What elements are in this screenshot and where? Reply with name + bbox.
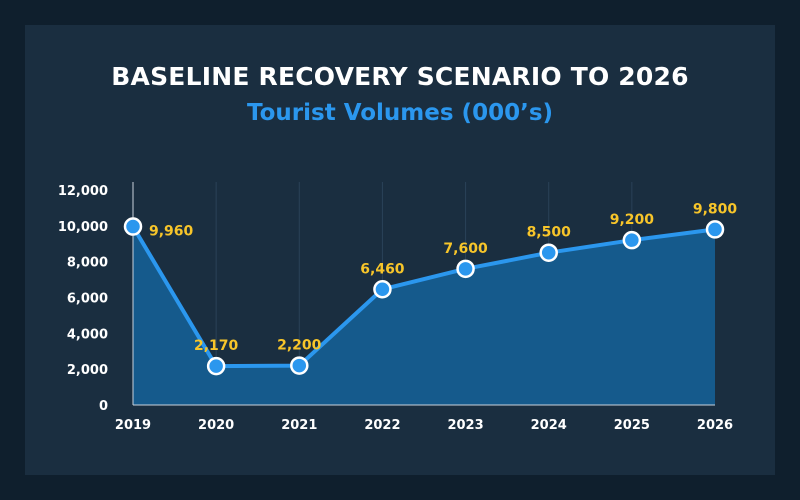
data-label-2023: 7,600: [443, 241, 488, 257]
y-tick-label-1: 2,000: [67, 363, 108, 378]
data-label-2022: 6,460: [360, 261, 405, 277]
data-point-2026: [705, 220, 725, 239]
data-point-2020: [206, 356, 226, 376]
data-label-2020: 2,170: [194, 338, 239, 354]
y-tick-label-6: 12,000: [58, 184, 108, 199]
data-labels: 9,960 2,170 2,200 6,460 7,600 8,500 9,200 9,800: [149, 201, 737, 354]
x-tick-label-2024: 2024: [531, 418, 567, 433]
data-label-2024: 8,500: [527, 225, 572, 241]
chart-subtitle: Tourist Volumes (000’s): [246, 100, 554, 126]
series-line-group: [131, 225, 716, 369]
x-tick-label-2025: 2025: [614, 418, 650, 433]
y-tick-label-4: 8,000: [67, 256, 108, 271]
data-point-2024: [539, 243, 558, 262]
y-tick-labels: 0 2,000 4,000 6,000 8,000 10,000 12,000: [58, 184, 108, 414]
data-label-2025: 9,200: [610, 212, 655, 228]
data-point-2025: [622, 230, 642, 250]
y-tick-label-3: 6,000: [67, 292, 108, 307]
data-label-2021: 2,200: [277, 338, 322, 354]
chart-title: BASELINE RECOVERY SCENARIO TO 2026: [111, 62, 689, 91]
x-tick-label-2026: 2026: [697, 418, 733, 433]
series-line: [131, 225, 716, 369]
data-point-2021: [290, 356, 309, 375]
x-tick-label-2021: 2021: [281, 418, 317, 433]
x-tick-label-2020: 2020: [198, 418, 234, 433]
x-tick-label-2019: 2019: [115, 418, 151, 433]
data-point-2022: [373, 280, 392, 299]
data-label-2019: 9,960: [149, 224, 194, 240]
data-point-2019: [123, 217, 143, 236]
data-points: [123, 217, 725, 376]
x-tick-label-2022: 2022: [364, 418, 400, 433]
y-tick-label-2: 4,000: [67, 327, 108, 342]
area-fill: [133, 226, 715, 405]
data-point-2023: [456, 259, 475, 279]
x-tick-label-2023: 2023: [447, 418, 483, 433]
area-fill-group: [133, 226, 715, 405]
x-tick-labels: 2019 2020 2021 2022 2023 2024 2025 2026: [115, 418, 733, 433]
y-tick-label-0: 0: [99, 399, 108, 414]
y-tick-label-5: 10,000: [58, 220, 108, 235]
data-label-2026: 9,800: [693, 201, 738, 217]
